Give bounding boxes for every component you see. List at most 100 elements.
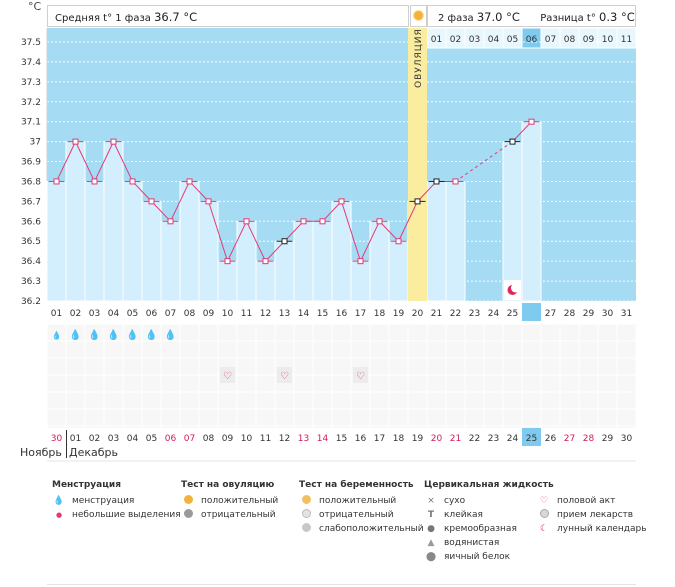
phase2-day-label: 05 xyxy=(507,35,518,45)
phase2-day-label: 07 xyxy=(545,35,556,45)
y-tick-label: 37.1 xyxy=(21,118,41,128)
y-tick-label: 36.4 xyxy=(21,257,41,267)
calendar-date: 14 xyxy=(317,434,329,444)
today-cycle-cell xyxy=(522,303,541,321)
cycle-day-label: 16 xyxy=(336,309,348,319)
temperature-point xyxy=(433,178,440,185)
temperature-bar xyxy=(46,180,67,302)
calendar-date: 19 xyxy=(412,434,424,444)
legend-item: менструация xyxy=(72,496,135,506)
drop-icon: 💧 xyxy=(164,328,176,341)
legend-item: яичный белок xyxy=(444,552,511,562)
temperature-point xyxy=(91,178,98,185)
temperature-line xyxy=(284,220,304,242)
sticky-icon: T xyxy=(427,510,435,520)
temperature-line xyxy=(189,181,209,202)
watery-icon: ▲ xyxy=(427,538,435,548)
calendar-date: 04 xyxy=(127,434,139,444)
pregnancy-weak-icon xyxy=(301,523,311,532)
temperature-bar xyxy=(521,121,542,302)
temperature-bar xyxy=(179,180,200,302)
legend-item: водянистая xyxy=(444,538,500,548)
legend-divider xyxy=(47,584,636,585)
temperature-bar xyxy=(312,220,333,302)
calendar-date: 23 xyxy=(488,434,499,444)
heart-icon: ♡ xyxy=(223,371,232,382)
phase1-label: Средняя t° 1 фаза xyxy=(55,13,151,24)
temperature-line xyxy=(56,141,76,182)
phase2-day-label: 11 xyxy=(621,35,632,45)
phase2-summary: 2 фаза 37.0 °C Разница t° 0.3 °C xyxy=(427,5,636,27)
calendar-date: 28 xyxy=(583,434,595,444)
temperature-point xyxy=(452,178,459,185)
cycle-day-label: 30 xyxy=(602,309,614,319)
temperature-line xyxy=(246,221,266,262)
drop-icon: 💧 xyxy=(88,328,100,341)
diff-label: Разница t° xyxy=(540,13,596,24)
cycle-day-label: 24 xyxy=(488,309,500,319)
temperature-point xyxy=(148,198,155,205)
cycle-day-label: 29 xyxy=(583,309,595,319)
calendar-date: 25 xyxy=(526,434,537,444)
drops-icon: 💧 xyxy=(53,496,65,506)
legend-item: отрицательный xyxy=(201,510,276,520)
calendar-date: 08 xyxy=(203,434,215,444)
positive-test-icon xyxy=(183,495,193,504)
temperature-line xyxy=(417,181,437,202)
drop-icon: 💧 xyxy=(145,328,157,341)
temperature-line xyxy=(75,141,95,182)
cycle-day-label: 15 xyxy=(317,309,328,319)
temperature-line xyxy=(398,201,418,242)
calendar-date: 17 xyxy=(374,434,385,444)
temperature-point xyxy=(129,178,136,185)
temperature-point xyxy=(357,258,364,265)
temperature-point xyxy=(224,258,231,265)
month-current-label: Декабрь xyxy=(69,446,118,459)
calendar-date: 21 xyxy=(450,434,461,444)
legend-item: положительный xyxy=(319,496,397,506)
legend-other: ♡ половой акт прием лекарств ☾ лунный кале… xyxy=(537,480,647,536)
legend-item: сухо xyxy=(444,496,466,506)
calendar-date: 05 xyxy=(146,434,157,444)
temperature-point xyxy=(72,138,79,145)
phase2-day-label: 10 xyxy=(602,35,614,45)
cycle-day-label: 17 xyxy=(355,309,366,319)
cycle-day-label: 11 xyxy=(241,309,252,319)
temperature-bar xyxy=(160,220,181,302)
drop-icon: 💧 xyxy=(69,328,81,341)
legend-item: лунный календарь xyxy=(557,524,647,534)
cycle-day-label: 02 xyxy=(70,309,81,319)
calendar-date: 18 xyxy=(393,434,405,444)
cycle-day-label: 03 xyxy=(89,309,100,319)
temperature-point xyxy=(509,138,516,145)
pregnancy-negative-icon xyxy=(301,509,311,518)
phase2-day-label: 01 xyxy=(431,35,442,45)
temperature-point xyxy=(186,178,193,185)
heart-icon: ♡ xyxy=(280,371,289,382)
temperature-point xyxy=(262,258,269,265)
temperature-point xyxy=(243,218,250,225)
legend-ovulation-test: Тест на овуляцию положительный отрицател… xyxy=(181,480,278,522)
cycle-day-label: 04 xyxy=(108,309,120,319)
temperature-bar xyxy=(369,220,390,302)
temperature-line xyxy=(360,221,380,262)
calendar-date: 24 xyxy=(507,434,519,444)
y-tick-label: 36.2 xyxy=(21,297,41,307)
pregnancy-positive-icon xyxy=(301,495,311,504)
legend-item: прием лекарств xyxy=(557,510,634,520)
y-tick-label: 37.5 xyxy=(21,38,41,48)
legend-item: половой акт xyxy=(557,496,616,506)
cycle-day-label: 28 xyxy=(564,309,576,319)
temperature-bar xyxy=(217,260,238,302)
heart-cell xyxy=(277,367,292,383)
y-tick-label: 36.3 xyxy=(21,277,41,287)
phase2-label: 2 фаза xyxy=(438,13,474,24)
cycle-day-label: 07 xyxy=(165,309,176,319)
y-tick-label: 37.4 xyxy=(21,58,41,68)
temperature-bar xyxy=(198,200,219,302)
legend-cervical-title: Цервикальная жидкость xyxy=(424,480,554,490)
temperature-bar xyxy=(445,180,466,302)
temperature-line xyxy=(227,221,247,262)
month-divider xyxy=(66,430,67,458)
cycle-day-label: 27 xyxy=(545,309,556,319)
